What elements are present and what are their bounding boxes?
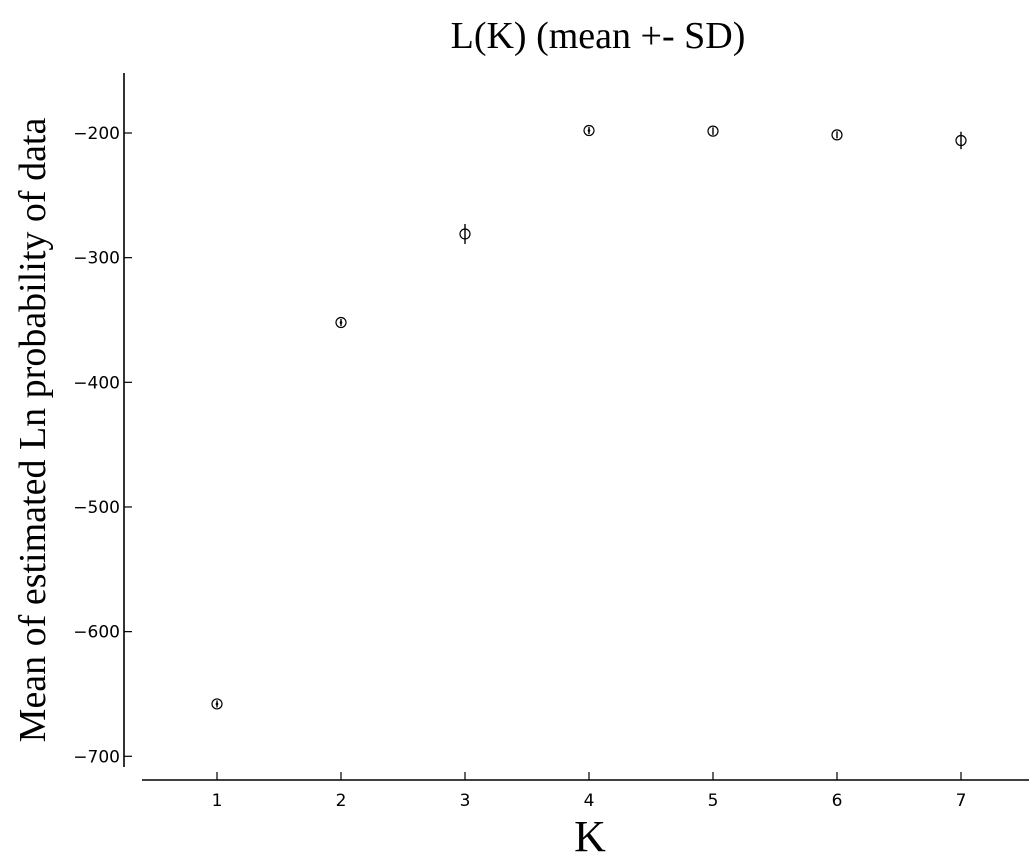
data-point: [831, 129, 843, 141]
data-point: [707, 125, 719, 137]
data-point: [583, 124, 595, 137]
y-axis-label: Mean of estimated Ln probability of data: [12, 118, 54, 743]
x-tick-label: 4: [584, 791, 595, 811]
y-axis-ticks: −200 −300 −400 −500 −600 −700: [73, 124, 132, 767]
point-marker: [955, 134, 967, 147]
point-marker: [583, 124, 595, 137]
y-tick-label: −200: [73, 124, 120, 144]
point-center: [339, 321, 343, 324]
point-marker: [211, 698, 223, 710]
data-point: [955, 131, 967, 150]
point-marker: [707, 125, 719, 137]
data-point: [459, 224, 471, 244]
point-marker: [459, 228, 471, 240]
x-tick-label: 6: [832, 791, 843, 811]
x-tick-label: 3: [460, 791, 471, 811]
x-axis-label: K: [574, 812, 606, 861]
y-tick-label: −400: [73, 373, 120, 393]
x-axis-ticks: 1 2 3 4 5 6 7: [212, 772, 967, 811]
y-tick-label: −500: [73, 498, 120, 518]
point-center: [587, 129, 591, 132]
y-tick-label: −600: [73, 623, 120, 643]
y-tick-label: −300: [73, 249, 120, 269]
data-point: [335, 316, 347, 329]
x-tick-label: 1: [212, 791, 223, 811]
x-tick-label: 7: [956, 791, 967, 811]
data-point: [211, 698, 223, 710]
x-tick-label: 2: [336, 791, 347, 811]
data-points: [211, 124, 967, 710]
x-tick-label: 5: [708, 791, 719, 811]
point-marker: [831, 129, 843, 141]
y-tick-label: −700: [73, 747, 120, 767]
point-marker: [335, 316, 347, 329]
point-center: [215, 702, 219, 706]
chart-title: L(K) (mean +- SD): [451, 15, 746, 57]
